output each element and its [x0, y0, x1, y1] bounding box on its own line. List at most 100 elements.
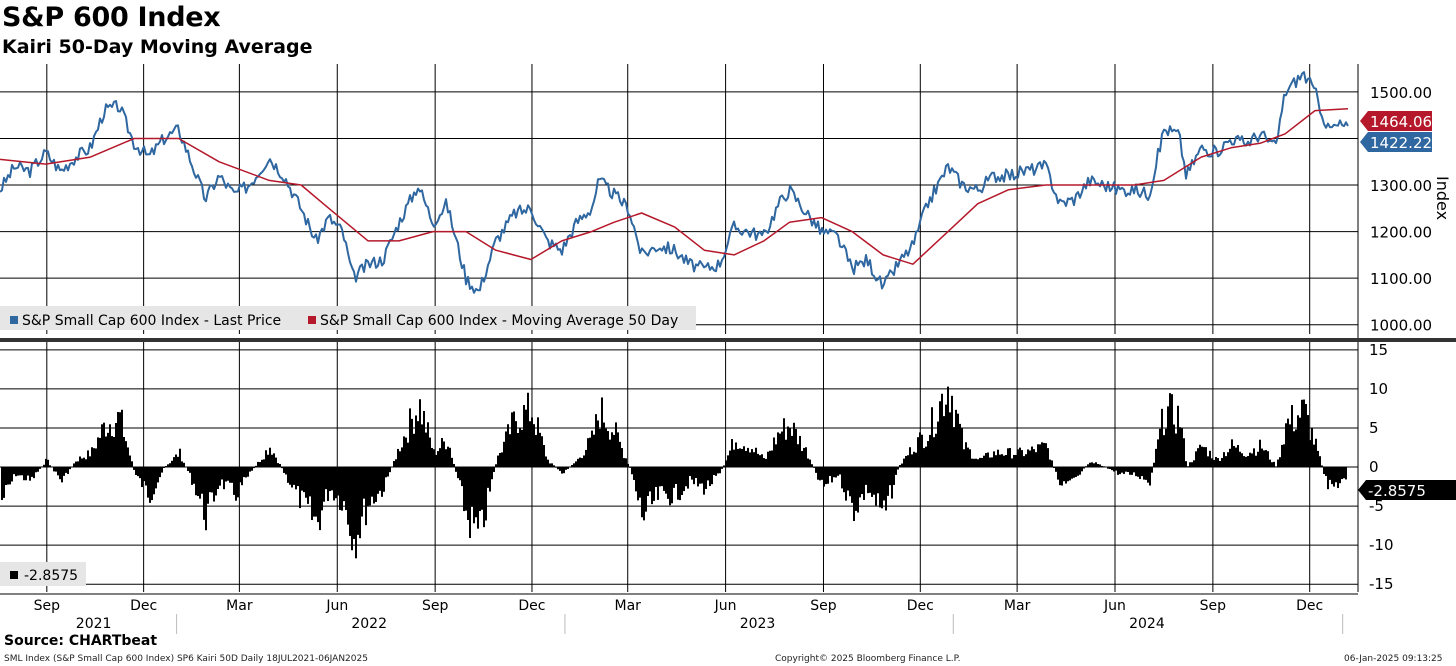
kairi-bar [317, 467, 319, 523]
kairi-bar [387, 467, 389, 477]
kairi-bar [347, 467, 349, 525]
kairi-bar [145, 467, 147, 486]
kairi-bar [765, 458, 767, 467]
kairi-bar [111, 436, 113, 467]
kairi-bar [989, 457, 991, 467]
kairi-bar [1339, 467, 1341, 484]
kairi-bar [151, 467, 153, 501]
kairi-bar [983, 455, 985, 467]
kairi-bar [77, 461, 79, 467]
kairi-bar [695, 467, 697, 479]
kairi-bar [287, 467, 289, 483]
kairi-bar [1073, 467, 1075, 478]
kairi-bar [103, 422, 105, 467]
kairi-bar [489, 467, 491, 492]
kairi-bar [1291, 405, 1293, 467]
kairi-bar [353, 467, 355, 540]
kairi-bar [833, 467, 835, 478]
kairi-bar [711, 467, 713, 485]
kairi-bar [929, 434, 931, 467]
kairi-bar [1101, 465, 1103, 467]
kairi-bar [523, 405, 525, 467]
kairi-bar [703, 467, 705, 495]
kairi-bar [1343, 467, 1345, 479]
kairi-bar [481, 467, 483, 510]
kairi-bar [783, 418, 785, 467]
kairi-bar [459, 467, 461, 481]
kairi-bar [659, 467, 661, 487]
kairi-bar [737, 448, 739, 467]
kairi-bar [609, 439, 611, 467]
kairi-bar [1111, 467, 1113, 471]
kairi-bar [181, 461, 183, 467]
kairi-bar [547, 459, 549, 467]
kairi-bar [877, 467, 879, 494]
kairi-bar [1023, 456, 1025, 467]
kairi-bar [343, 467, 345, 502]
kairi-bar [463, 467, 465, 512]
kairi-bar [1, 467, 3, 501]
kairi-bar [1059, 467, 1061, 486]
kairi-bar [171, 460, 173, 467]
kairi-bar [643, 467, 645, 521]
kairi-bar [811, 464, 813, 467]
kairi-bar [1063, 467, 1065, 482]
kairi-bar [295, 467, 297, 490]
kairi-panel-grid [0, 342, 1358, 592]
kairi-bar [307, 467, 309, 504]
kairi-bar [1009, 448, 1011, 467]
kairi-bar [1079, 467, 1081, 475]
kairi-bar [1215, 456, 1217, 467]
kairi-bar [367, 467, 369, 507]
kairi-bar [65, 467, 67, 473]
kairi-bar [405, 437, 407, 467]
kairi-bar [1181, 427, 1183, 467]
kairi-bar [373, 467, 375, 504]
kairi-bar [815, 467, 817, 473]
kairi-bar [1261, 448, 1263, 467]
kairi-bar [1167, 406, 1169, 467]
kairi-bar [843, 467, 845, 493]
kairi-bar [229, 467, 231, 483]
kairi-bar [301, 467, 303, 491]
kairi-bar [67, 467, 69, 474]
kairi-bar [595, 414, 597, 467]
kairi-bar [1155, 448, 1157, 467]
kairi-bar [407, 442, 409, 467]
kairi-bar [1071, 467, 1073, 479]
kairi-bar [1333, 467, 1335, 487]
kairi-bar [503, 441, 505, 467]
kairi-bar [757, 453, 759, 467]
axis-labels: Sep Dec Mar Jun Sep Dec Mar Jun Sep Dec Mar Jun Sep D… [34, 84, 1456, 632]
kairi-bar [195, 467, 197, 496]
kairi-bar [429, 437, 431, 467]
kairi-bar [385, 467, 387, 478]
kairi-bar [949, 412, 951, 467]
kairi-bar [1107, 467, 1109, 469]
kairi-bar [1183, 438, 1185, 467]
y-tick-label-top: 1500.00 [1370, 84, 1432, 102]
kairi-bar [3, 467, 5, 498]
kairi-bar [1067, 467, 1069, 482]
kairi-bar [63, 467, 65, 476]
kairi-bar [485, 467, 487, 521]
kairi-bar [1007, 448, 1009, 467]
kairi-bar [847, 467, 849, 491]
kairi-bar [1265, 450, 1267, 467]
kairi-bar [995, 455, 997, 467]
kairi-bar [13, 467, 15, 475]
y-tick-label-bot: 10 [1369, 380, 1388, 398]
kairi-bar [725, 460, 727, 467]
kairi-bar [921, 434, 923, 467]
kairi-bar [957, 413, 959, 467]
kairi-bar [905, 455, 907, 467]
kairi-bar [427, 422, 429, 467]
kairi-bar [1147, 467, 1149, 483]
kairi-bar [1085, 466, 1087, 467]
kairi-bar [113, 436, 115, 467]
kairi-bar [813, 467, 815, 468]
kairi-bar [87, 450, 89, 467]
y-axis-title: Index [1433, 176, 1452, 220]
kairi-bar [987, 452, 989, 467]
kairi-bar [1191, 462, 1193, 467]
